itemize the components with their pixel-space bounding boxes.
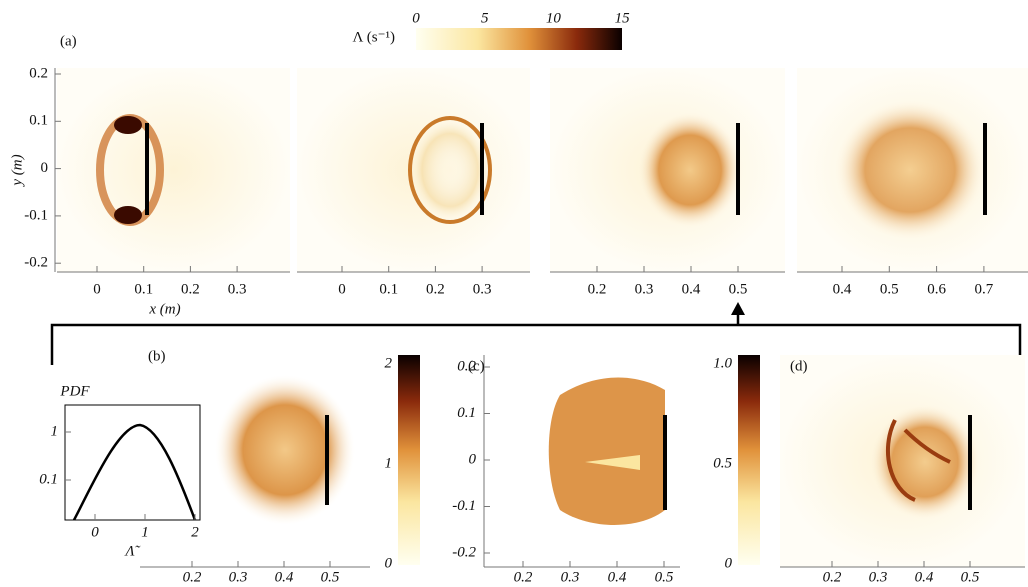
tick-label: 0.3 [229, 569, 248, 585]
tick-label: 0.2 [823, 569, 842, 585]
tick-label: 0.1 [29, 113, 48, 129]
tick-label: 0.3 [228, 281, 247, 297]
tick-label: 0.1 [379, 281, 398, 297]
pdf-label: PDF [59, 383, 90, 399]
panel-b-graphics [64, 355, 420, 568]
tick-label: 15 [615, 10, 631, 26]
tick-label: 0.3 [635, 281, 654, 297]
tick-label: 0.7 [975, 281, 994, 297]
tick-label: 0 [469, 451, 477, 467]
tick-label: 0.4 [682, 281, 701, 297]
tick-label: 0.2 [426, 281, 445, 297]
tick-label: 0.1 [134, 281, 153, 297]
tick-label: 0 [412, 10, 420, 26]
panel-label: (b) [148, 348, 166, 364]
tick-label: -0.1 [24, 207, 48, 223]
tick-label: 0.3 [473, 281, 492, 297]
tick-label: 2 [191, 524, 199, 540]
tick-label: 0.1 [39, 471, 58, 487]
tick-label: -0.1 [452, 498, 476, 514]
panel-label: (d) [790, 358, 808, 374]
tick-label: 0.3 [869, 569, 888, 585]
tick-label: 0.6 [927, 281, 946, 297]
tick-label: 0.4 [833, 281, 852, 297]
tick-label: 2 [385, 355, 393, 371]
tick-label: 0.1 [457, 405, 476, 421]
panel-c-graphics [483, 355, 760, 568]
tick-label: 10 [546, 10, 562, 26]
y-label: y (m) [9, 154, 25, 187]
tick-label: 0.5 [321, 569, 340, 585]
tick-label: 0.5 [713, 455, 732, 471]
colorbar-label: Λ (s⁻¹) [353, 29, 395, 45]
tick-label: 0.5 [729, 281, 748, 297]
tick-label: -0.2 [452, 544, 476, 560]
tick-label: 0.5 [880, 281, 899, 297]
tick-label: 0.2 [183, 569, 202, 585]
panel-d-graphics [780, 355, 1025, 568]
tick-label: 5 [481, 10, 489, 26]
panel-label: (a) [60, 33, 77, 49]
x-label: x (m) [148, 301, 180, 317]
tick-label: 0.2 [29, 65, 48, 81]
tick-label: 0 [91, 524, 99, 540]
tick-label: 0.3 [561, 569, 580, 585]
tick-label: 0.2 [588, 281, 607, 297]
tick-label: 0.2 [457, 358, 476, 374]
tick-label: 0.5 [961, 569, 980, 585]
tick-label: 0.4 [608, 569, 627, 585]
frames [54, 28, 1028, 273]
tick-label: 0.2 [181, 281, 200, 297]
connector [50, 302, 1022, 365]
tick-label: 0.4 [915, 569, 934, 585]
tick-label: 1.0 [713, 355, 732, 371]
tick-label: 0 [338, 281, 346, 297]
tick-label: 0 [725, 555, 733, 571]
tick-label: 0 [93, 281, 101, 297]
tick-label: 1 [51, 423, 59, 439]
tick-label: 0.2 [514, 569, 533, 585]
tick-label: 0 [41, 160, 49, 176]
tick-label: 0 [385, 555, 393, 571]
tick-label: 1 [385, 455, 393, 471]
panel-label: (c) [468, 358, 485, 374]
tick-label: 0.4 [275, 569, 294, 585]
tick-label: 0.5 [655, 569, 674, 585]
pdf-x-label: Λ̃ [123, 543, 140, 559]
tick-label: 1 [141, 524, 149, 540]
tick-label: -0.2 [24, 255, 48, 271]
